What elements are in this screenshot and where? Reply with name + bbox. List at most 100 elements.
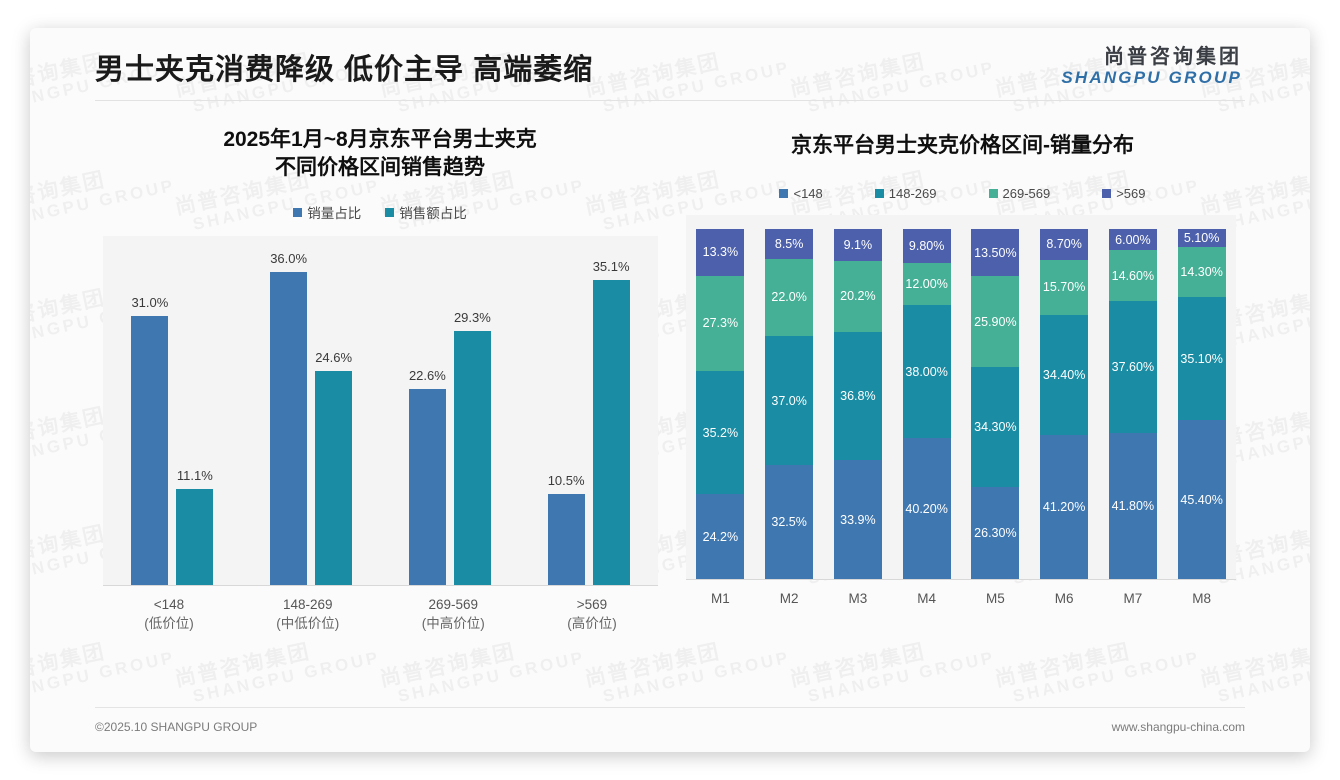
footer-divider — [95, 707, 1245, 708]
stack-segment[interactable]: 9.1% — [833, 229, 882, 261]
stack-segment[interactable]: 41.20% — [1040, 434, 1089, 580]
stack-segment[interactable]: 35.10% — [1177, 297, 1226, 421]
legend-item-price-0[interactable]: <148 — [779, 186, 823, 201]
stack-segment-label: 34.40% — [1042, 367, 1086, 382]
x-axis-tick-label: >569 (高价位) — [567, 597, 617, 632]
stack-segment[interactable]: 22.0% — [765, 258, 814, 336]
brand-name-en: SHANGPU GROUP — [1061, 68, 1242, 88]
stack-segment[interactable]: 20.2% — [833, 260, 882, 332]
legend-item-sales-1[interactable]: 销售额占比 — [385, 202, 467, 222]
stack-segment[interactable]: 5.10% — [1177, 229, 1226, 247]
stacked-bar-column[interactable]: 13.3% 27.3% 35.2% 24.2% — [696, 229, 745, 580]
bar-column[interactable]: 31.0% — [131, 236, 169, 586]
stack-segment[interactable]: 6.00% — [1108, 229, 1157, 251]
stacked-bar-column[interactable]: 8.70% 15.70% 34.40% 41.20% — [1040, 229, 1089, 580]
stack-segment-label: 20.2% — [840, 289, 876, 304]
stack-segment[interactable]: 34.40% — [1040, 314, 1089, 435]
stack-segment-label: 12.00% — [905, 277, 948, 292]
right-chart-axis-line — [686, 579, 1236, 581]
stack-segment[interactable]: 13.3% — [696, 229, 745, 276]
stack-segment[interactable]: 38.00% — [902, 305, 951, 439]
stack-segment[interactable]: 40.20% — [902, 438, 951, 580]
stack-segment-label: 27.3% — [702, 316, 739, 331]
x-axis-tick-label: M3 — [848, 591, 868, 607]
stacked-bar-column[interactable]: 9.80% 12.00% 38.00% 40.20% — [902, 229, 951, 580]
stack-segment[interactable]: 32.5% — [765, 465, 814, 580]
left-chart-x-axis: <148 (低价位) 148-269 (中低价位) 269-569 (中高价位) >569(… — [103, 595, 658, 633]
bar-group: 31.0% 11.1% — [131, 236, 214, 586]
x-axis-tick-label: M4 — [917, 591, 936, 607]
stack-segment[interactable]: 37.0% — [765, 335, 814, 466]
stack-segment-label: 35.10% — [1180, 351, 1223, 366]
bar[interactable] — [408, 389, 446, 586]
bar-column[interactable]: 24.6% — [315, 236, 353, 586]
stacked-bar-column[interactable]: 8.5% 22.0% 37.0% 32.5% — [765, 229, 814, 580]
legend-item-price-3[interactable]: >569 — [1102, 186, 1146, 201]
bar-value-label: 31.0% — [131, 295, 169, 311]
bar[interactable] — [547, 494, 585, 586]
x-axis-tick-label: M2 — [779, 591, 799, 607]
bar[interactable] — [592, 280, 630, 586]
stack-segment-label: 15.70% — [1042, 280, 1086, 295]
brand-name-cn: 尚普咨询集团 — [1104, 46, 1242, 68]
bar-column[interactable]: 36.0% — [270, 236, 308, 586]
bar-group: 22.6% 29.3% — [408, 236, 491, 586]
stack-segment[interactable]: 25.90% — [971, 276, 1020, 368]
footer-website[interactable]: www.shangpu-china.com — [1111, 720, 1245, 734]
bar-column[interactable]: 10.5% — [547, 236, 585, 586]
left-chart-panel: 2025年1月~8月京东平台男士夹克 不同价格区间销售趋势 销量占比 销售额占比 … — [95, 118, 665, 688]
bar-column[interactable]: 29.3% — [453, 236, 491, 586]
stacked-bar-column[interactable]: 13.50% 25.90% 34.30% 26.30% — [971, 229, 1020, 580]
stack-segment-label: 41.20% — [1042, 500, 1086, 515]
stack-segment[interactable]: 26.30% — [971, 487, 1020, 580]
stack-segment[interactable]: 14.60% — [1108, 250, 1157, 302]
stack-segment-label: 32.5% — [771, 515, 807, 530]
stack-segment-label: 45.40% — [1180, 492, 1223, 507]
stack-segment[interactable]: 33.9% — [833, 460, 882, 580]
stack-segment[interactable]: 9.80% — [902, 229, 951, 264]
stack-segment-label: 6.00% — [1115, 232, 1151, 247]
bar-column[interactable]: 35.1% — [592, 236, 630, 586]
page-title: 男士夹克消费降级 低价主导 高端萎缩 — [95, 54, 594, 86]
stack-segment[interactable]: 13.50% — [971, 229, 1020, 277]
stack-segment[interactable]: 34.30% — [971, 367, 1020, 488]
legend-item-sales-0[interactable]: 销量占比 — [293, 202, 361, 222]
legend-swatch-icon — [874, 189, 884, 199]
stack-segment[interactable]: 14.30% — [1177, 247, 1226, 298]
stack-segment-label: 8.70% — [1046, 237, 1082, 252]
bar-value-label: 36.0% — [270, 251, 308, 267]
stack-segment[interactable]: 8.5% — [765, 229, 814, 259]
bar[interactable] — [453, 331, 491, 586]
stack-segment[interactable]: 41.80% — [1108, 432, 1157, 580]
left-chart-axis-line — [103, 585, 658, 587]
bar-value-label: 22.6% — [408, 368, 446, 384]
stack-segment[interactable]: 36.8% — [833, 331, 882, 461]
stacked-bar-column[interactable]: 9.1% 20.2% 36.8% 33.9% — [833, 229, 882, 580]
legend-swatch-icon — [293, 207, 303, 217]
legend-item-price-2[interactable]: 269-569 — [988, 186, 1050, 201]
bar[interactable] — [270, 272, 308, 586]
legend-swatch-icon — [779, 189, 789, 199]
bar-column[interactable]: 11.1% — [176, 236, 214, 586]
bar[interactable] — [176, 489, 214, 586]
bar[interactable] — [131, 316, 169, 586]
stack-segment[interactable]: 35.2% — [696, 371, 745, 495]
stack-segment-label: 9.80% — [908, 239, 945, 254]
stack-segment[interactable]: 24.2% — [696, 494, 745, 580]
stack-segment-label: 26.30% — [974, 526, 1017, 541]
stack-segment[interactable]: 8.70% — [1040, 229, 1089, 260]
legend-item-price-1[interactable]: 148-269 — [874, 186, 937, 201]
stack-segment[interactable]: 15.70% — [1040, 259, 1089, 315]
right-chart-title: 京东平台男士夹克价格区间-销量分布 — [791, 134, 1134, 157]
stacked-bar-column[interactable]: 5.10% 14.30% 35.10% 45.40% — [1177, 229, 1226, 580]
stack-segment[interactable]: 12.00% — [902, 263, 951, 306]
stack-segment[interactable]: 45.40% — [1177, 420, 1226, 580]
stack-segment[interactable]: 27.3% — [696, 275, 745, 372]
bar-column[interactable]: 22.6% — [408, 236, 446, 586]
left-chart-plot-area: 31.0% 11.1% 36.0% 24.6% 22.6% 29.3% 10.5% 35.1% — [103, 236, 658, 587]
bar[interactable] — [315, 371, 353, 586]
stacked-bar-column[interactable]: 6.00% 14.60% 37.60% 41.80% — [1108, 229, 1157, 580]
stack-segment[interactable]: 37.60% — [1108, 301, 1157, 433]
